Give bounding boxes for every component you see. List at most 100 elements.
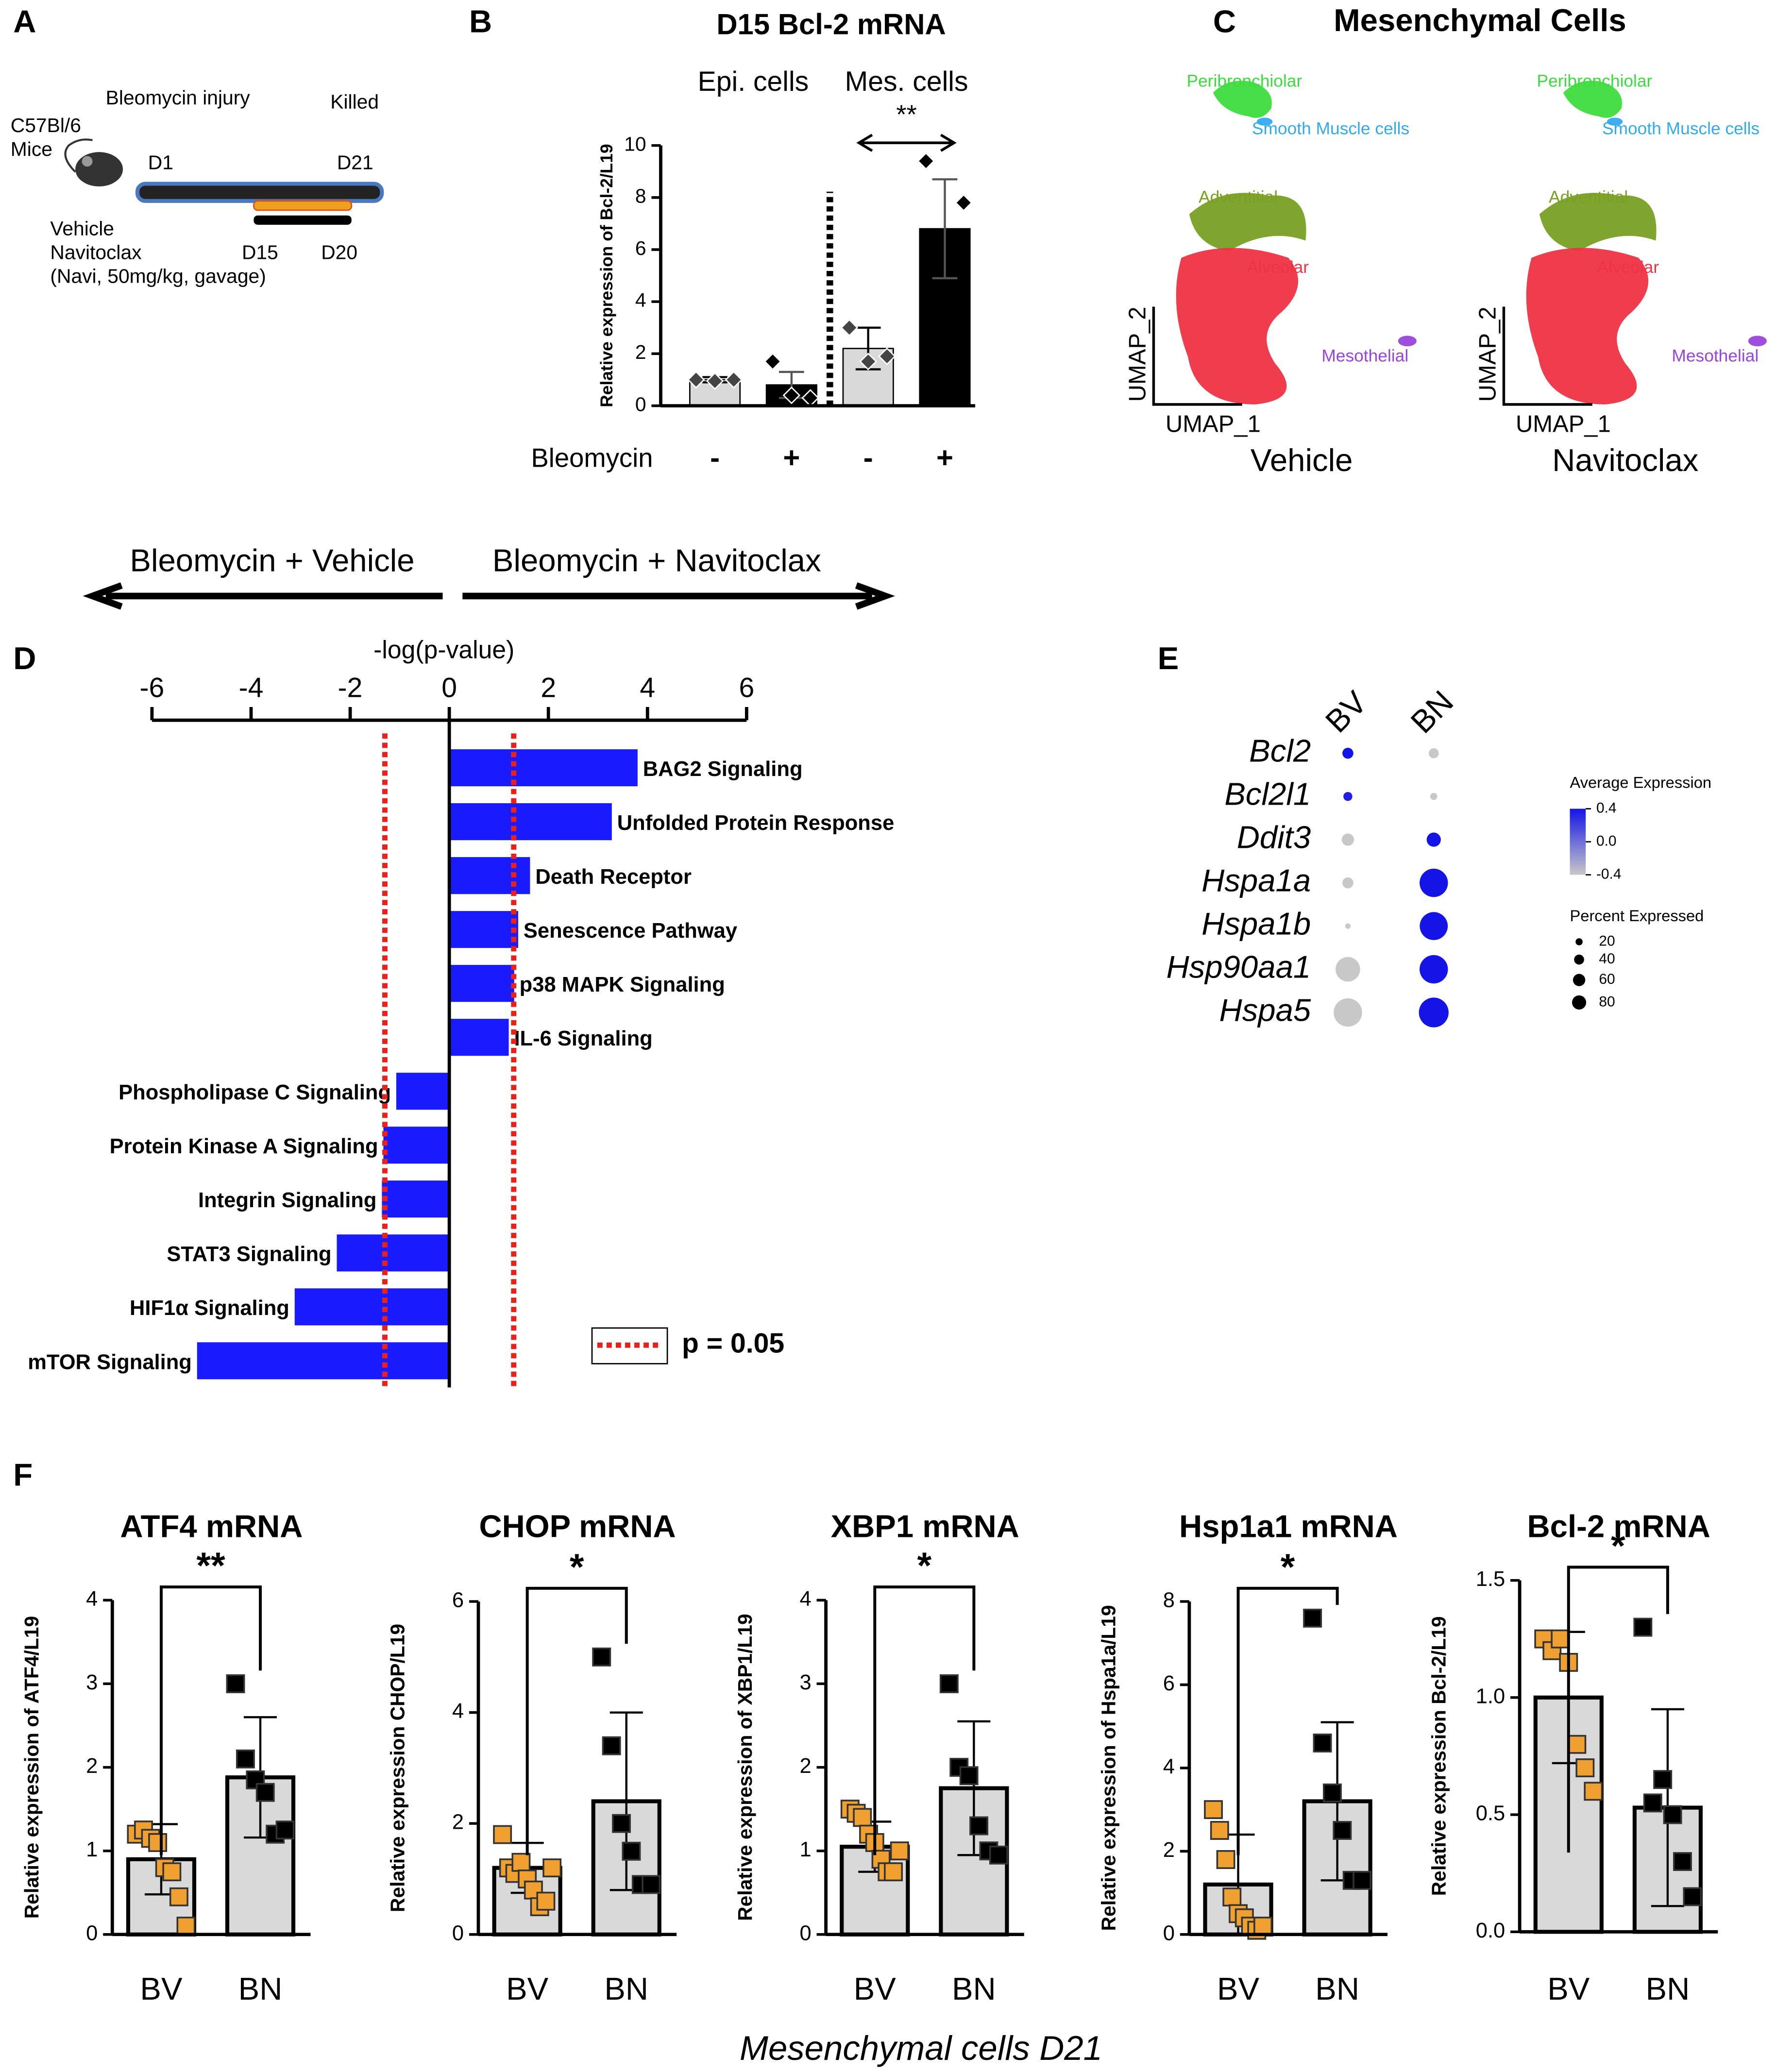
panel-label: E — [1158, 640, 1179, 676]
data-point — [622, 1841, 641, 1861]
schematic-text: Vehicle — [50, 217, 114, 239]
panel-label: A — [13, 3, 36, 39]
y-tick-label: 6 — [635, 237, 646, 259]
data-point — [1313, 1734, 1332, 1752]
category-label: BAG2 Signaling — [643, 758, 803, 781]
bar — [449, 965, 514, 1002]
y-axis-label: Relative expression of XBP1/L19 — [734, 1614, 756, 1921]
data-point — [511, 1853, 531, 1872]
cluster-label: Smooth Muscle cells — [1252, 119, 1409, 138]
x-tick-label: BV — [140, 1971, 183, 2006]
data-point — [884, 1862, 903, 1882]
x-tick-label: BN — [1646, 1971, 1690, 2006]
pathway-chart: Bleomycin + Vehicle Bleomycin + Navitocla… — [28, 543, 895, 1388]
significance: * — [570, 1547, 584, 1588]
data-point — [642, 1875, 661, 1894]
direction-label: Bleomycin + Vehicle — [130, 543, 414, 578]
data-point — [939, 1674, 959, 1693]
expression-dot — [1420, 868, 1448, 897]
group-label: BN — [1404, 684, 1460, 740]
panel-label: C — [1213, 3, 1236, 39]
data-point — [1210, 1821, 1229, 1840]
data-point — [542, 1858, 562, 1878]
bar-chart: Hsp1a1 mRNA 0 2 4 6 8 Relative expression of H… — [1097, 1509, 1398, 2006]
data-point — [989, 1845, 1008, 1865]
y-tick-label: 4 — [452, 1700, 464, 1723]
significance-bracket — [873, 1585, 976, 1855]
x-tick-label: BN — [604, 1971, 648, 2006]
gene-label: Bcl2 — [1249, 733, 1311, 768]
data-point — [969, 1816, 989, 1836]
data-point — [1216, 1850, 1235, 1869]
y-tick-label: 0 — [86, 1921, 98, 1945]
umap: Mesenchymal Cells Peribronchiolar Smooth M… — [1124, 2, 1767, 478]
data-point — [1222, 1887, 1242, 1907]
cell-cluster — [1607, 118, 1623, 126]
category-label: Phospholipase C Signaling — [118, 1081, 391, 1104]
panel-name: Navitoclax — [1552, 442, 1698, 478]
data-point — [169, 1887, 188, 1906]
data-point — [878, 347, 896, 365]
data-point — [1253, 1917, 1273, 1936]
significance-arrow — [856, 134, 957, 152]
expression-dot — [1428, 748, 1439, 758]
y-tick-label: 1.0 — [1476, 1685, 1505, 1708]
category-label: Unfolded Protein Response — [617, 811, 895, 835]
bar — [449, 1019, 509, 1056]
vehicle-bar — [254, 215, 352, 225]
bar — [383, 1127, 450, 1164]
y-tick-label: 2 — [799, 1754, 811, 1778]
x-tick-label: 6 — [739, 673, 754, 704]
data-point — [687, 371, 705, 389]
expression-dot — [1336, 957, 1360, 982]
legend-label: p = 0.05 — [682, 1328, 784, 1359]
schematic-text: D21 — [337, 151, 373, 173]
y-axis-label: Relative expression Bcl-2/L19 — [1428, 1616, 1450, 1896]
x-tick-label: BN — [1315, 1971, 1359, 2006]
x-tick-label: 4 — [640, 673, 655, 704]
cell-cluster — [1398, 336, 1417, 347]
significance-bracket — [1236, 1586, 1339, 1855]
data-point — [1567, 1735, 1587, 1754]
data-point — [1653, 1770, 1673, 1789]
chart-title: D15 Bcl-2 mRNA — [716, 8, 946, 40]
schematic-text: Killed — [330, 90, 379, 113]
data-point — [763, 353, 782, 371]
category-label: Death Receptor — [535, 865, 692, 889]
bar — [449, 803, 612, 841]
y-tick-label: 8 — [1163, 1589, 1175, 1612]
data-point — [782, 386, 801, 404]
y-tick-label: 2 — [452, 1811, 464, 1834]
chart-title: CHOP mRNA — [479, 1509, 676, 1544]
dose-bar — [253, 200, 353, 211]
bar-chart: ATF4 mRNA 0 1 2 3 4 Relative expression of ATF… — [20, 1509, 311, 2006]
gene-label: Ddit3 — [1237, 819, 1311, 855]
size-legend-label: 40 — [1599, 951, 1615, 967]
bar — [197, 1342, 450, 1380]
data-point — [1353, 1870, 1372, 1890]
data-point — [1333, 1821, 1352, 1840]
direction-arrow — [83, 582, 443, 610]
bar-chart: Bcl-2 mRNA 0.0 0.5 1.0 1.5 Relative expressio… — [1428, 1509, 1718, 2006]
direction-label: Bleomycin + Navitoclax — [492, 543, 821, 578]
y-tick-label: 0 — [452, 1921, 464, 1945]
data-point — [955, 194, 973, 212]
data-point — [1643, 1793, 1662, 1813]
bar — [449, 857, 530, 894]
y-tick-label: 4 — [799, 1587, 811, 1611]
x-tick-label: 0 — [441, 673, 457, 704]
x-tick-label: -6 — [140, 673, 165, 704]
y-tick-label: 8 — [635, 185, 646, 207]
x-tick-label: BV — [506, 1971, 549, 2006]
colorbar — [1570, 809, 1586, 875]
size-legend-dot — [1575, 938, 1583, 945]
data-point — [1575, 1758, 1595, 1778]
y-tick-label: 3 — [86, 1671, 98, 1694]
data-point — [725, 371, 743, 389]
category-label: Senescence Pathway — [524, 919, 737, 943]
cluster-label: Adventitial — [1549, 188, 1628, 207]
panel-label: B — [469, 3, 492, 39]
data-point — [917, 152, 935, 170]
bar-chart: XBP1 mRNA 0 1 2 3 4 Relative expression of XBP… — [734, 1509, 1024, 2006]
